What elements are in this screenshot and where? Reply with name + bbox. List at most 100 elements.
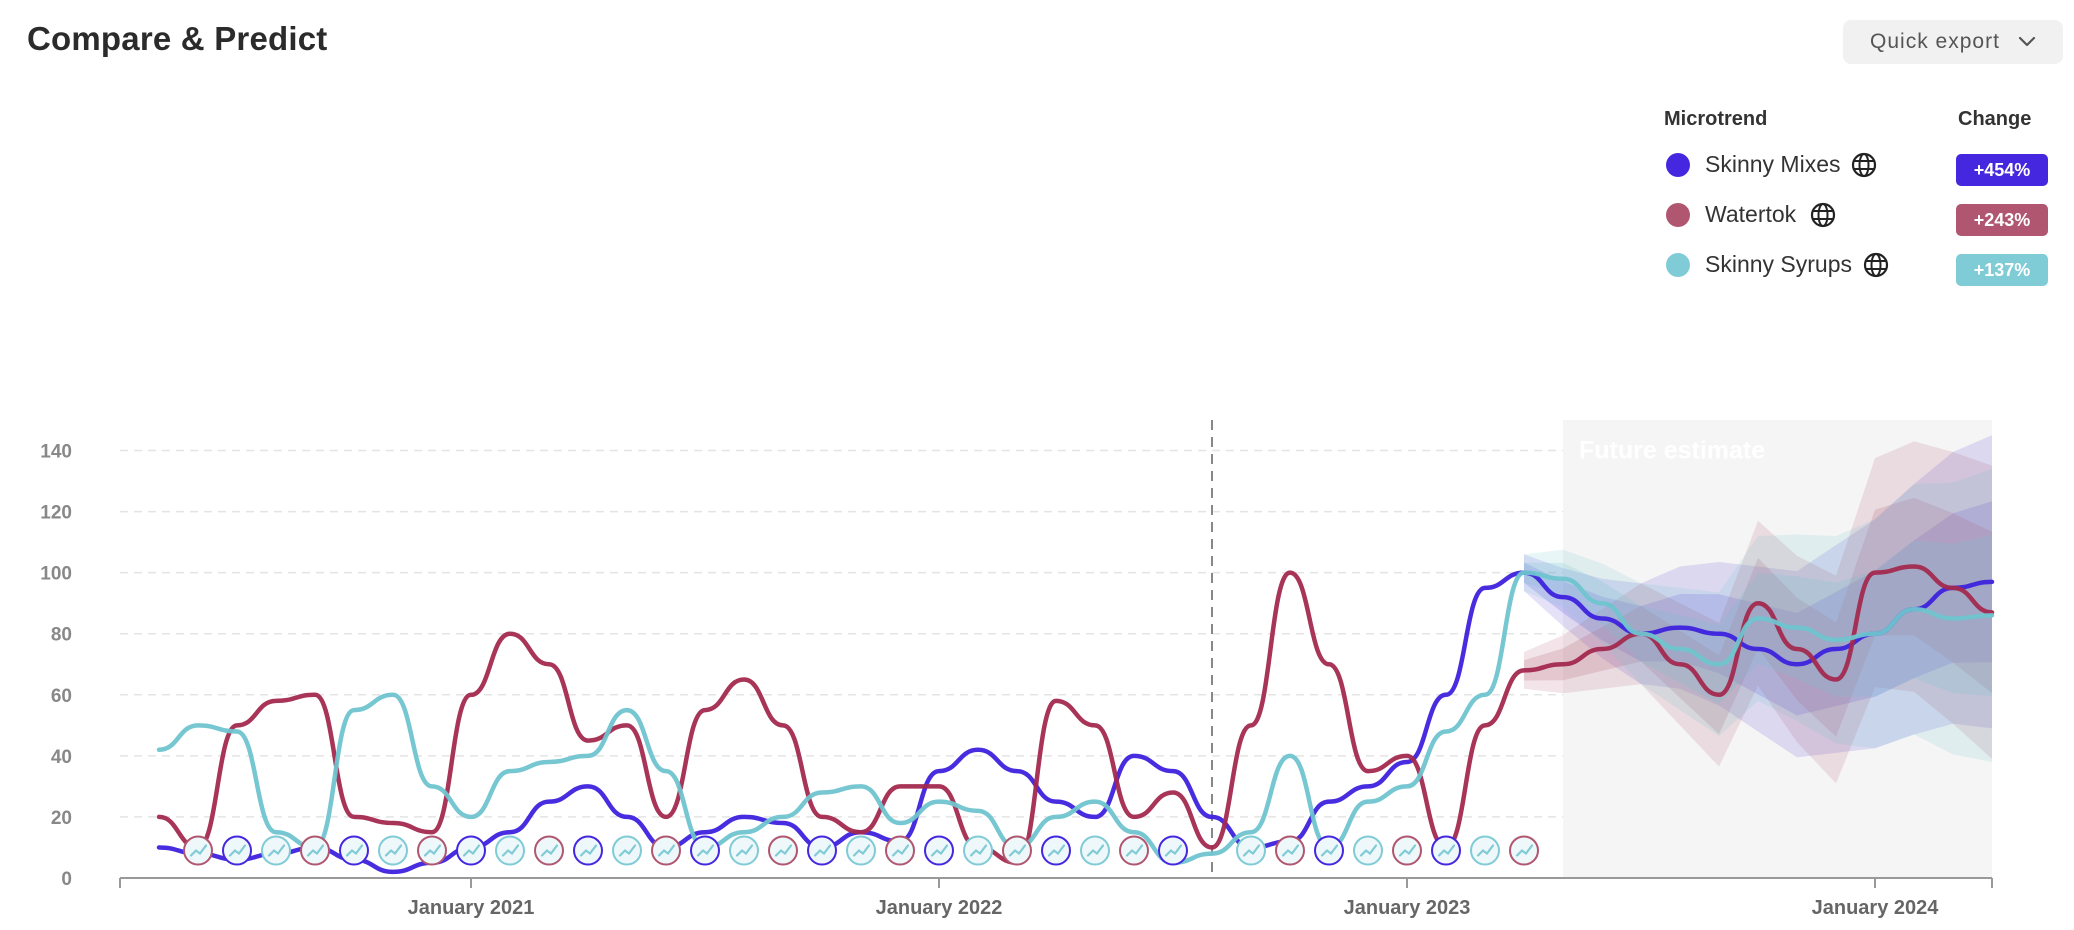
event-marker[interactable] [690,835,720,866]
event-marker[interactable] [1158,835,1188,866]
event-marker-circle [1431,835,1461,866]
trend-arrow-icon [1281,844,1300,857]
legend-item-watertok[interactable]: Watertok +243% [1664,193,2054,236]
future-estimate-label: Future estimate [1579,437,1765,465]
forecast-bands [1524,435,1992,784]
event-marker[interactable] [729,835,759,866]
event-marker-circle [690,835,720,866]
page-title: Compare & Predict [27,20,328,57]
event-marker-circle [924,835,954,866]
x-tick-label: January 2021 [408,897,535,919]
event-marker-circle [534,835,564,866]
event-marker-circle [417,835,447,866]
event-marker[interactable] [924,835,954,866]
series-color-dot [1666,153,1690,177]
legend-item-skinny-mixes[interactable]: Skinny Mixes +454% [1664,143,2054,186]
event-marker[interactable] [378,835,408,866]
globe-icon[interactable] [1809,201,1837,229]
legend-item-skinny-syrups[interactable]: Skinny Syrups +137% [1664,243,2054,286]
event-marker-circle [222,835,252,866]
trend-arrow-icon [1320,844,1339,857]
trend-arrow-icon [501,844,520,857]
event-marker[interactable] [885,835,915,866]
event-marker[interactable] [651,835,681,866]
quick-export-label: Quick export [1870,30,2000,53]
event-marker[interactable] [1353,835,1383,866]
event-marker-circle [1314,835,1344,866]
trend-arrow-icon [735,844,754,857]
legend-header-change: Change [1958,108,2032,130]
legend-item-label: Skinny Syrups [1705,251,1853,277]
trend-arrow-icon [1476,844,1495,857]
event-marker-circle [1236,835,1266,866]
event-marker-circle [1158,835,1188,866]
globe-icon[interactable] [1850,151,1878,179]
globe-icon[interactable] [1862,251,1890,279]
trend-arrow-icon [774,844,793,857]
event-marker[interactable] [1314,835,1344,866]
event-marker[interactable] [573,835,603,866]
event-marker[interactable] [846,835,876,866]
trend-arrow-icon [462,844,481,857]
event-marker[interactable] [417,835,447,866]
event-marker-circle [495,835,525,866]
event-marker-circle [1275,835,1305,866]
event-marker-circle [339,835,369,866]
event-marker[interactable] [768,835,798,866]
chevron-down-icon [2018,36,2036,47]
event-marker-circle [807,835,837,866]
trend-arrow-icon [306,844,325,857]
event-marker[interactable] [1431,835,1461,866]
event-marker-circle [378,835,408,866]
forecast-band [1524,435,1992,758]
axes: 0 20 40 60 80 100 120 140 January 2021 January 20… [40,442,1993,919]
event-marker[interactable] [1470,835,1500,866]
trend-arrow-icon [1086,844,1105,857]
quick-export-button[interactable]: Quick export [1843,20,2063,64]
event-marker[interactable] [222,835,252,866]
event-marker[interactable] [1002,835,1032,866]
trend-arrow-icon [345,844,364,857]
trend-line-chart: Future estimate 0 20 40 60 80 100 120 140 Januar… [40,420,1995,919]
event-marker[interactable] [534,835,564,866]
event-marker[interactable] [261,835,291,866]
event-marker[interactable] [807,835,837,866]
event-marker[interactable] [1275,835,1305,866]
trend-arrow-icon [1242,844,1261,857]
event-marker-circle [1080,835,1110,866]
event-marker[interactable] [1236,835,1266,866]
event-marker[interactable] [183,835,213,866]
trend-arrow-icon [1047,844,1066,857]
trend-arrow-icon [891,844,910,857]
event-marker[interactable] [612,835,642,866]
event-marker[interactable] [495,835,525,866]
event-marker[interactable] [1509,835,1539,866]
trend-arrow-icon [384,844,403,857]
future-estimate-background [1563,420,1992,878]
y-tick-label: 140 [40,442,72,463]
trend-arrow-icon [1125,844,1144,857]
legend-item-label: Skinny Mixes [1705,151,1841,177]
legend-item-label: Watertok [1705,201,1797,227]
x-tick-label: January 2024 [1812,897,1940,919]
series-color-dot [1666,203,1690,227]
event-marker[interactable] [963,835,993,866]
event-marker[interactable] [339,835,369,866]
trend-arrow-icon [1398,844,1417,857]
event-marker[interactable] [456,835,486,866]
event-marker[interactable] [1080,835,1110,866]
trend-arrow-icon [1359,844,1378,857]
trend-arrow-icon [1164,844,1183,857]
event-marker[interactable] [1119,835,1149,866]
future-estimate-region: Future estimate [1563,420,1992,878]
event-marker-circle [1119,835,1149,866]
event-marker[interactable] [1041,835,1071,866]
y-tick-label: 20 [51,808,72,829]
event-marker[interactable] [300,835,330,866]
trend-arrow-icon [813,844,832,857]
trend-arrow-icon [1008,844,1027,857]
event-marker[interactable] [1392,835,1422,866]
trend-arrow-icon [267,844,286,857]
series-line-skinny-syrups [156,570,1995,865]
x-tick-label: January 2023 [1344,897,1471,919]
